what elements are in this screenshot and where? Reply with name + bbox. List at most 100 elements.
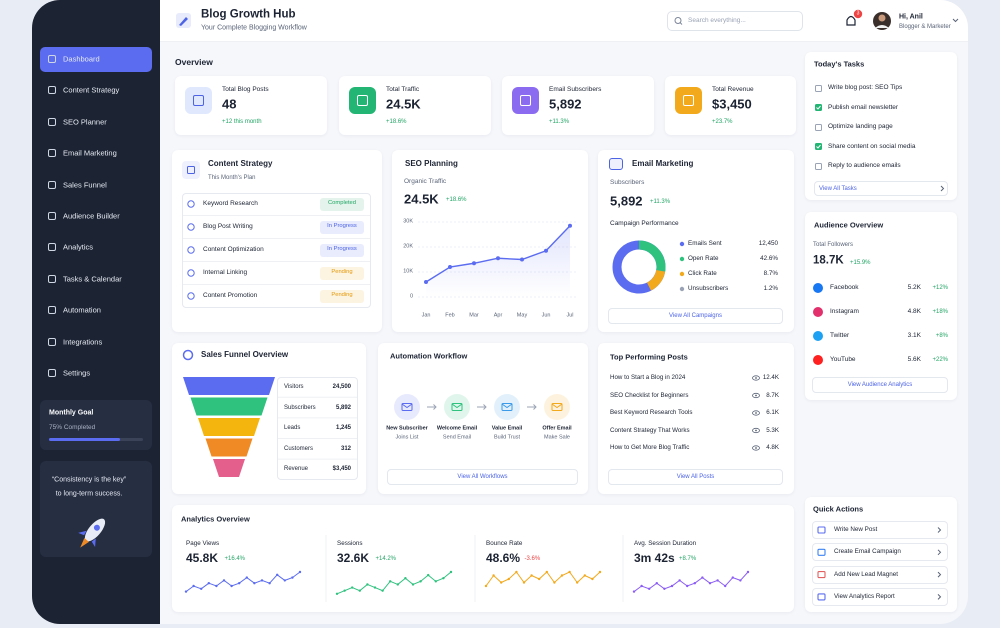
nav-item[interactable]: SEO Planner: [63, 117, 107, 127]
stage-value: 312: [340, 445, 351, 452]
sparkline-point: [245, 576, 248, 579]
audience-button-label[interactable]: View Audience Analytics: [847, 382, 913, 388]
sparkline-point: [648, 587, 651, 590]
sparkline-point: [538, 577, 541, 581]
stat-glyph: [520, 95, 531, 106]
x-tick-label: Jul: [566, 312, 574, 319]
nav-icon: [48, 212, 56, 220]
nav-icon: [48, 243, 56, 252]
status-label: In Progress: [327, 223, 357, 230]
stat-label: Email Subscribers: [549, 85, 602, 93]
sparkline-point: [568, 570, 571, 574]
status-label: In Progress: [327, 246, 357, 253]
action-label[interactable]: Add New Lead Magnet: [834, 570, 899, 578]
nav-item[interactable]: Dashboard: [63, 54, 100, 64]
card-title: Audience Overview: [814, 220, 884, 230]
posts-button[interactable]: [608, 469, 783, 485]
action-row[interactable]: [812, 521, 948, 539]
platform-icon: [813, 355, 823, 365]
sparkline-point: [449, 570, 453, 574]
legend-value: 42.6%: [760, 254, 778, 262]
stage-value: $3,450: [332, 466, 351, 473]
quote-line: “Consistency is the key”: [51, 476, 127, 484]
sparkline-point: [484, 584, 488, 588]
action-label[interactable]: Create Email Campaign: [834, 548, 901, 556]
nav-icon: [48, 55, 56, 63]
header-bar: [160, 0, 968, 42]
campaigns-button[interactable]: [608, 308, 783, 324]
x-tick-label: Feb: [445, 312, 455, 319]
row-icon: [187, 246, 195, 254]
nav-icon: [48, 117, 56, 126]
point: [424, 280, 428, 284]
content-strategy-card: [172, 150, 382, 332]
chevron: [937, 527, 942, 533]
cs-list: [182, 193, 371, 308]
status-label: Pending: [331, 292, 353, 299]
nav-item[interactable]: Integrations: [63, 336, 103, 346]
sparkline-point: [663, 587, 666, 590]
row-icon: [187, 200, 195, 208]
platform-value: 5.6K: [907, 355, 921, 363]
avatar[interactable]: [873, 12, 959, 30]
post-title: SEO Checklist for Beginners: [610, 391, 689, 399]
search-placeholder[interactable]: Search everything...: [688, 16, 746, 24]
action-label[interactable]: View Analytics Report: [834, 592, 895, 600]
card-title: Content Strategy: [208, 159, 273, 168]
nav-item[interactable]: Sales Funnel: [63, 179, 107, 189]
sparkline-point: [545, 570, 548, 574]
post-views: 5.3K: [766, 426, 779, 434]
platform-change: +8%: [935, 333, 948, 339]
checkbox[interactable]: [815, 162, 822, 170]
search-box[interactable]: [667, 11, 803, 31]
workflows-button[interactable]: [387, 469, 578, 485]
action-label[interactable]: Write New Post: [834, 525, 878, 533]
sparkline: [336, 571, 452, 595]
action-icon: [817, 593, 826, 601]
nav-item[interactable]: Tasks & Calendar: [63, 274, 122, 284]
action-row[interactable]: [812, 565, 948, 584]
nav-icon: [48, 337, 56, 346]
platform-value: 4.8K: [907, 307, 921, 315]
sparkline-point: [192, 584, 195, 588]
nav-item[interactable]: Email Marketing: [63, 148, 117, 158]
sparkline-point: [640, 584, 643, 588]
sparkline-point: [686, 584, 689, 588]
platform-change: +12%: [932, 285, 948, 291]
action-row[interactable]: [812, 587, 948, 606]
sparkline-point: [434, 580, 437, 583]
email-card: [598, 150, 794, 332]
nav-item[interactable]: Analytics: [63, 242, 94, 252]
item-name: Keyword Research: [203, 199, 258, 207]
sparkline-point: [335, 592, 339, 595]
post-title: Best Keyword Research Tools: [610, 408, 693, 416]
nav-icon: [48, 149, 56, 158]
checkbox[interactable]: [815, 84, 822, 92]
workflows-button-label[interactable]: View All Workflows: [457, 474, 508, 480]
posts-button-label[interactable]: View All Posts: [676, 474, 715, 480]
funnel-stage: [198, 418, 260, 436]
checkbox-done[interactable]: [815, 104, 822, 111]
checkbox[interactable]: [815, 123, 822, 131]
action-row[interactable]: [812, 543, 948, 562]
campaigns-button-label[interactable]: View All Campaigns: [669, 313, 722, 319]
logo-icon: [176, 13, 191, 28]
audience-card: [805, 212, 957, 400]
analytics-card: [172, 505, 794, 612]
nav-item[interactable]: Settings: [63, 368, 91, 378]
button-label[interactable]: View All Tasks: [819, 185, 857, 192]
status-pill: [320, 197, 364, 211]
bell-icon[interactable]: [846, 9, 863, 26]
goal-box: [40, 400, 152, 450]
checkbox-done[interactable]: [815, 143, 822, 150]
funnel-stage: [190, 397, 268, 416]
audience-button[interactable]: [812, 377, 948, 393]
nav-item[interactable]: Automation: [63, 305, 101, 315]
sparkline-point: [716, 579, 719, 582]
nav-item[interactable]: Audience Builder: [63, 211, 120, 221]
sparkline-point: [724, 584, 727, 588]
platform-name: Twitter: [830, 331, 850, 339]
nav-item[interactable]: Content Strategy: [63, 85, 120, 95]
tasks-button[interactable]: [814, 181, 948, 196]
